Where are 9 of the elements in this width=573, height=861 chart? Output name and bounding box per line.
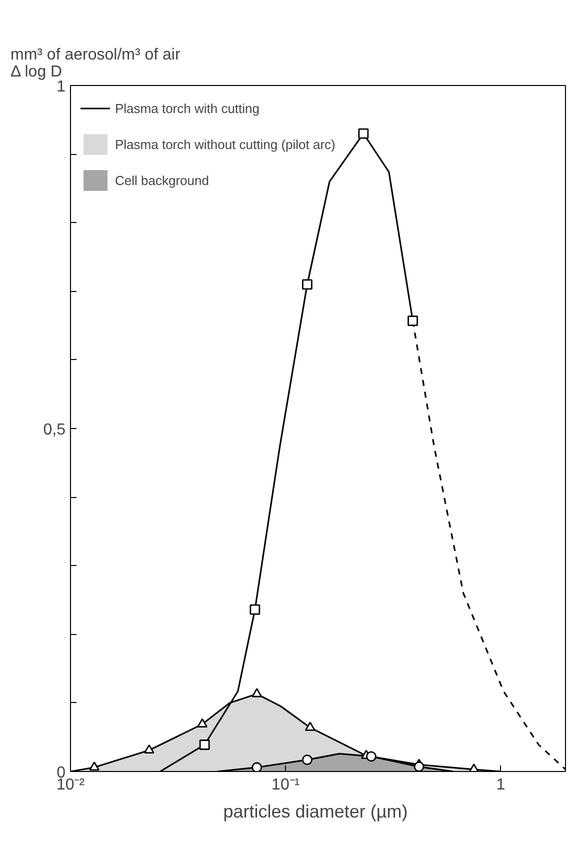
legend-label: Cell background xyxy=(115,172,209,188)
x-tick-label: 1 xyxy=(496,776,506,794)
x-tick-label: 10⁻¹ xyxy=(272,776,300,794)
legend-label: Plasma torch without cutting (pilot arc) xyxy=(115,136,336,152)
y-tick-label: 1 xyxy=(56,78,66,96)
x-axis-title: particles diameter (µm) xyxy=(223,802,408,822)
y-tick-label: 0,5 xyxy=(43,422,66,438)
y-axis-title: mm³ of aerosol/m³ of air Δ log D xyxy=(10,46,181,80)
legend-label: Plasma torch with cutting xyxy=(115,100,260,116)
